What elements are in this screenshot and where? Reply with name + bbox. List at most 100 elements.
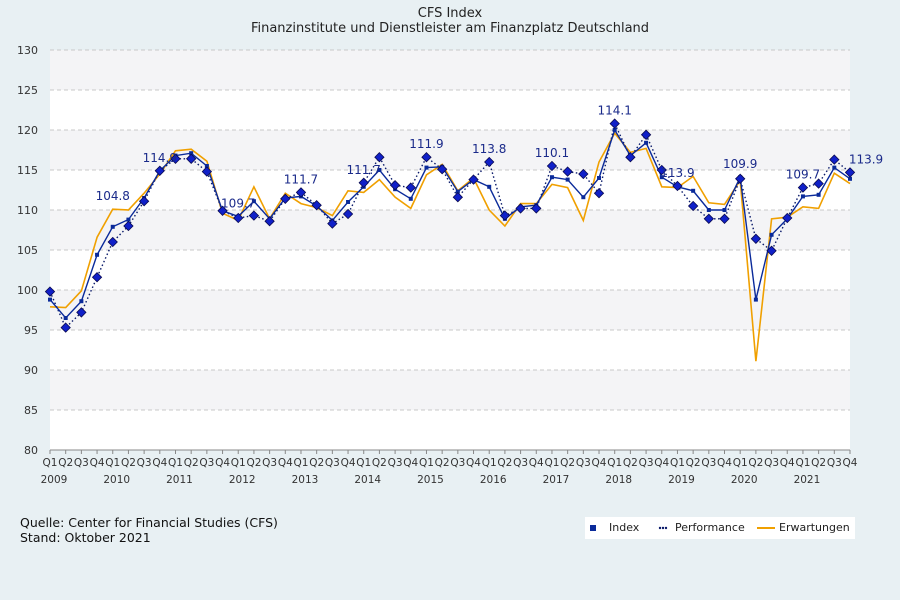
data-label: 113.9 (849, 152, 883, 166)
grid-band (50, 210, 850, 250)
y-tick-label: 105 (17, 244, 38, 257)
performance-point (389, 180, 401, 191)
performance-point (405, 182, 416, 193)
performance-point (248, 210, 260, 221)
x-tick-label: Q2 (811, 457, 826, 469)
x-tick-label: Q3 (74, 457, 89, 469)
data-label: 109.7 (221, 196, 255, 210)
y-tick-label: 80 (24, 444, 38, 457)
y-tick-label: 100 (17, 284, 38, 297)
index-point (769, 232, 774, 237)
year-label: 2010 (103, 474, 130, 486)
x-tick-label: Q4 (717, 457, 732, 469)
x-tick-label: Q3 (325, 457, 340, 469)
x-tick-label: Q2 (623, 457, 638, 469)
x-tick-label: Q2 (748, 457, 763, 469)
index-point (110, 224, 115, 229)
y-tick-label: 110 (17, 204, 38, 217)
year-label: 2014 (354, 474, 381, 486)
index-point (63, 316, 68, 320)
x-tick-label: Q4 (152, 457, 167, 469)
data-label: 104.8 (96, 189, 130, 203)
performance-point (797, 182, 809, 193)
performance-point (687, 200, 699, 212)
index-point (48, 297, 52, 302)
x-tick-label: Q4 (654, 457, 669, 469)
performance-point (311, 200, 322, 211)
data-label: 114.9 (143, 151, 177, 165)
y-tick-label: 95 (24, 324, 38, 337)
index-point (189, 151, 194, 156)
x-tick-label: Q3 (262, 457, 277, 469)
x-tick-label: Q3 (701, 457, 716, 469)
x-tick-label: Q2 (435, 457, 450, 469)
x-tick-label: Q2 (560, 457, 575, 469)
index-point (346, 200, 351, 204)
year-label: 2016 (480, 474, 507, 486)
x-tick-label: Q4 (529, 457, 544, 469)
performance-point (107, 236, 118, 248)
x-tick-label: Q4 (780, 457, 795, 469)
x-tick-label: Q2 (372, 457, 387, 469)
y-tick-label: 120 (17, 124, 38, 137)
performance-point (436, 164, 448, 175)
x-tick-label: Q4 (215, 457, 230, 469)
data-label: 113.8 (472, 142, 506, 156)
x-tick-label: Q2 (184, 457, 199, 469)
x-tick-label: Q1 (168, 457, 183, 469)
x-tick-label: Q3 (827, 457, 842, 469)
x-tick-label: Q2 (58, 457, 73, 469)
series-erwartungen-line (49, 131, 851, 362)
series-index-line (49, 128, 851, 320)
performance-point (672, 180, 683, 192)
performance-point (295, 187, 307, 198)
index-point (691, 188, 696, 193)
performance-point (170, 153, 181, 164)
x-tick-label: Q2 (246, 457, 261, 469)
y-tick-label: 115 (17, 164, 38, 177)
x-tick-label: Q3 (513, 457, 528, 469)
index-point (377, 168, 382, 172)
performance-point (154, 165, 165, 176)
x-tick-label: Q1 (795, 457, 810, 469)
performance-point (217, 205, 228, 216)
performance-point (844, 167, 856, 178)
x-tick-label: Q4 (592, 457, 607, 469)
performance-point (327, 218, 338, 229)
year-label: 2020 (731, 474, 758, 486)
index-point (549, 175, 554, 180)
performance-point (531, 203, 542, 214)
performance-point (562, 166, 573, 177)
x-tick-label: Q2 (309, 457, 324, 469)
year-label: 2011 (166, 474, 193, 486)
year-label: 2015 (417, 474, 444, 486)
performance-point (609, 118, 620, 129)
x-tick-label: Q4 (843, 457, 858, 469)
performance-point (829, 154, 840, 165)
performance-point (138, 196, 150, 207)
index-point (204, 164, 209, 168)
performance-point (703, 213, 714, 224)
y-tick-label: 90 (24, 364, 38, 377)
index-point (753, 297, 758, 302)
index-point (612, 128, 617, 132)
index-point (848, 176, 852, 181)
y-tick-label: 125 (17, 84, 38, 97)
x-tick-label: Q2 (497, 457, 512, 469)
index-point (722, 208, 727, 212)
legend-performance-marker (661, 526, 665, 530)
performance-point (91, 272, 103, 283)
performance-point (625, 152, 636, 163)
index-point (95, 252, 100, 257)
performance-point (750, 233, 762, 244)
x-tick-label: Q1 (105, 457, 120, 469)
performance-point (264, 216, 275, 227)
x-tick-label: Q2 (686, 457, 701, 469)
year-label: 2009 (41, 474, 68, 486)
x-tick-label: Q1 (733, 457, 748, 469)
index-point (816, 192, 821, 197)
y-tick-label: 130 (17, 44, 38, 57)
index-point (126, 217, 131, 222)
grid-band (50, 50, 850, 90)
performance-point (452, 192, 464, 203)
